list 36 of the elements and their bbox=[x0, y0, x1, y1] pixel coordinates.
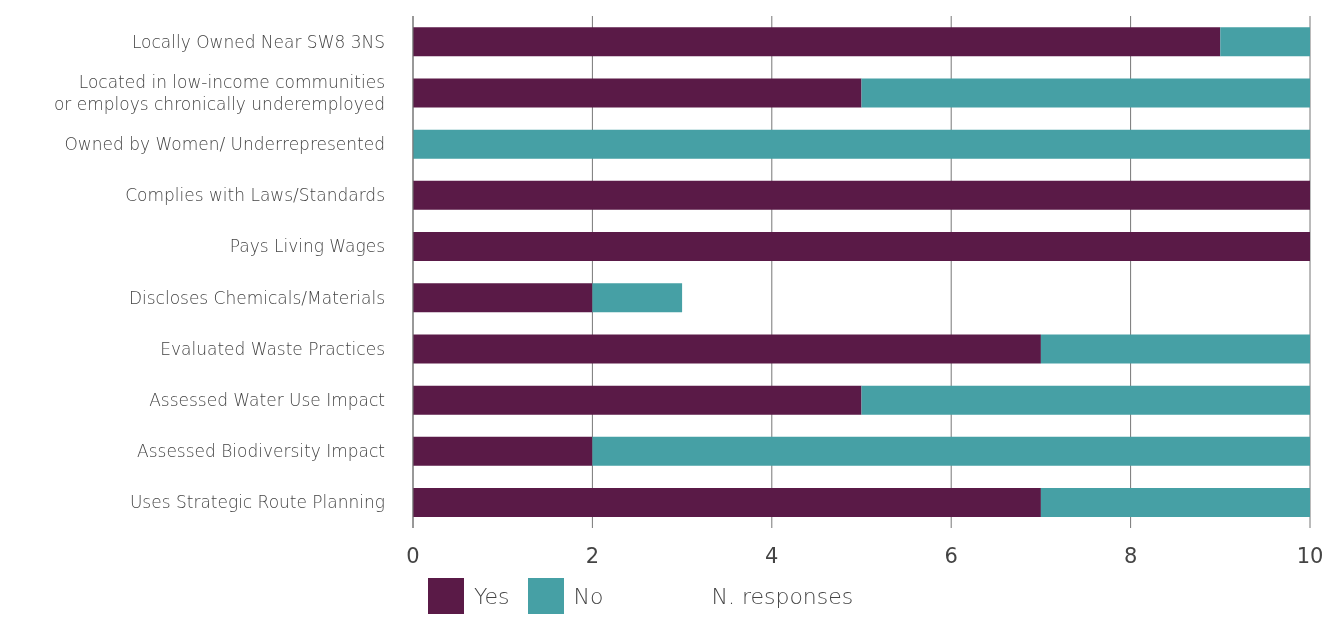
bar bbox=[413, 385, 862, 415]
x-tick-label: 10 bbox=[1296, 543, 1324, 568]
y-tick-label: Pays Living Wages bbox=[229, 236, 385, 257]
legend-label: Yes bbox=[474, 583, 510, 609]
x-tick-label: 2 bbox=[585, 543, 600, 568]
y-tick-label: Complies with Laws/Standards bbox=[125, 185, 385, 206]
x-tick-label: 6 bbox=[944, 543, 958, 568]
bar bbox=[592, 436, 1310, 466]
bar bbox=[1040, 488, 1310, 518]
y-tick-label: Owned by Women/ Underrepresented bbox=[64, 134, 385, 154]
y-tick-label: Located in low-income communities or employs chronically underemployed bbox=[53, 71, 385, 114]
y-tick-label: Assessed Biodiversity Impact bbox=[137, 441, 385, 462]
bar bbox=[413, 488, 1041, 518]
bar bbox=[861, 78, 1310, 108]
y-tick-label: Locally Owned Near SW8 3NS bbox=[131, 31, 385, 52]
bar bbox=[413, 232, 1310, 262]
bar bbox=[413, 436, 593, 466]
y-tick-label: Discloses Chemicals/Materials bbox=[128, 287, 385, 308]
y-tick-label: Uses Strategic Route Planning bbox=[129, 492, 385, 513]
bar bbox=[413, 78, 862, 108]
x-tick-label: 0 bbox=[406, 543, 420, 568]
bar bbox=[592, 283, 683, 313]
bar bbox=[861, 385, 1310, 415]
bar bbox=[413, 27, 1221, 57]
y-tick-label: Assessed Water Use Impact bbox=[149, 390, 385, 410]
x-tick-label: 8 bbox=[1123, 543, 1138, 568]
bar bbox=[413, 129, 1310, 159]
x-axis-title: N. responses bbox=[711, 583, 854, 609]
bar bbox=[1040, 334, 1310, 364]
bar bbox=[413, 180, 1310, 210]
y-tick-label: Evaluated Waste Practices bbox=[160, 338, 385, 359]
bar bbox=[413, 283, 593, 313]
x-tick-label: 4 bbox=[765, 543, 779, 568]
bar bbox=[1220, 27, 1310, 57]
legend-label: No bbox=[573, 583, 604, 609]
bar bbox=[413, 334, 1041, 364]
